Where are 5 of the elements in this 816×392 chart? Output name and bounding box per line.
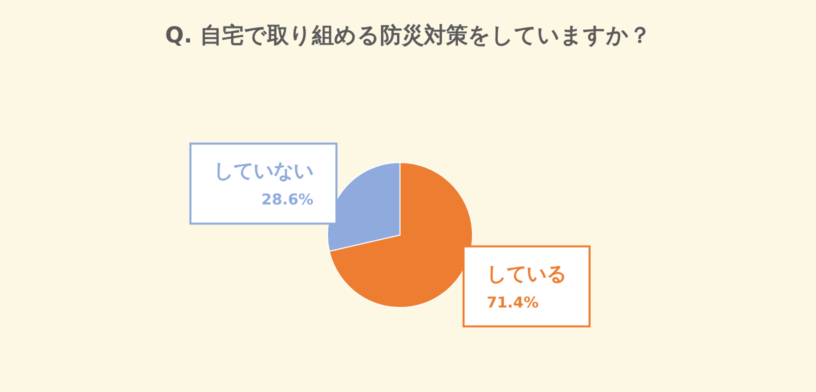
data-label: 71.4% <box>486 293 539 312</box>
data-label: 28.6% <box>261 190 314 209</box>
slice-label: している <box>486 261 567 286</box>
slice-label: していない <box>213 158 314 183</box>
chart-title: Q. 自宅で取り組める防災対策をしていますか？ <box>165 22 651 48</box>
